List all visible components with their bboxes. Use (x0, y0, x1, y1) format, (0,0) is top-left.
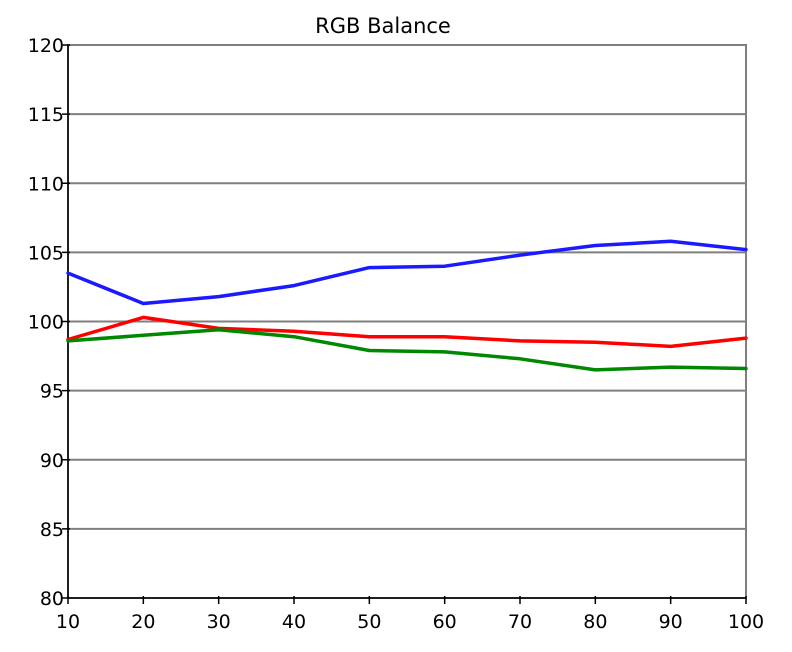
axis-layer (62, 44, 747, 604)
x-tick-label-90: 90 (659, 611, 683, 633)
x-tick-label-70: 70 (508, 611, 532, 633)
y-tick-label-100: 100 (28, 312, 64, 334)
y-tick-label-80: 80 (40, 588, 64, 610)
green-series-line (66, 328, 748, 372)
x-tick-label-40: 40 (282, 611, 306, 633)
y-tick-label-95: 95 (40, 381, 64, 403)
x-tick-label-30: 30 (207, 611, 231, 633)
y-tick-label-115: 115 (28, 104, 64, 126)
y-tick-label-85: 85 (40, 519, 64, 541)
x-tick-label-80: 80 (583, 611, 607, 633)
series-layer (66, 239, 748, 372)
tick-label-layer: 80 85 90 95 100 105 110 115 120 10 20 30 40 50 60 70 80 9… (28, 35, 764, 633)
x-tick-label-10: 10 (56, 611, 80, 633)
x-tick-label-20: 20 (131, 611, 155, 633)
y-tick-label-120: 120 (28, 35, 64, 57)
y-tick-label-110: 110 (28, 173, 64, 195)
blue-series-line (66, 239, 748, 306)
y-tick-label-105: 105 (28, 242, 64, 264)
x-tick-label-60: 60 (433, 611, 457, 633)
x-tick-label-50: 50 (357, 611, 381, 633)
y-tick-label-90: 90 (40, 450, 64, 472)
x-tick-label-100: 100 (728, 611, 764, 633)
chart-title: RGB Balance (315, 14, 451, 38)
red-series-line (66, 315, 748, 349)
